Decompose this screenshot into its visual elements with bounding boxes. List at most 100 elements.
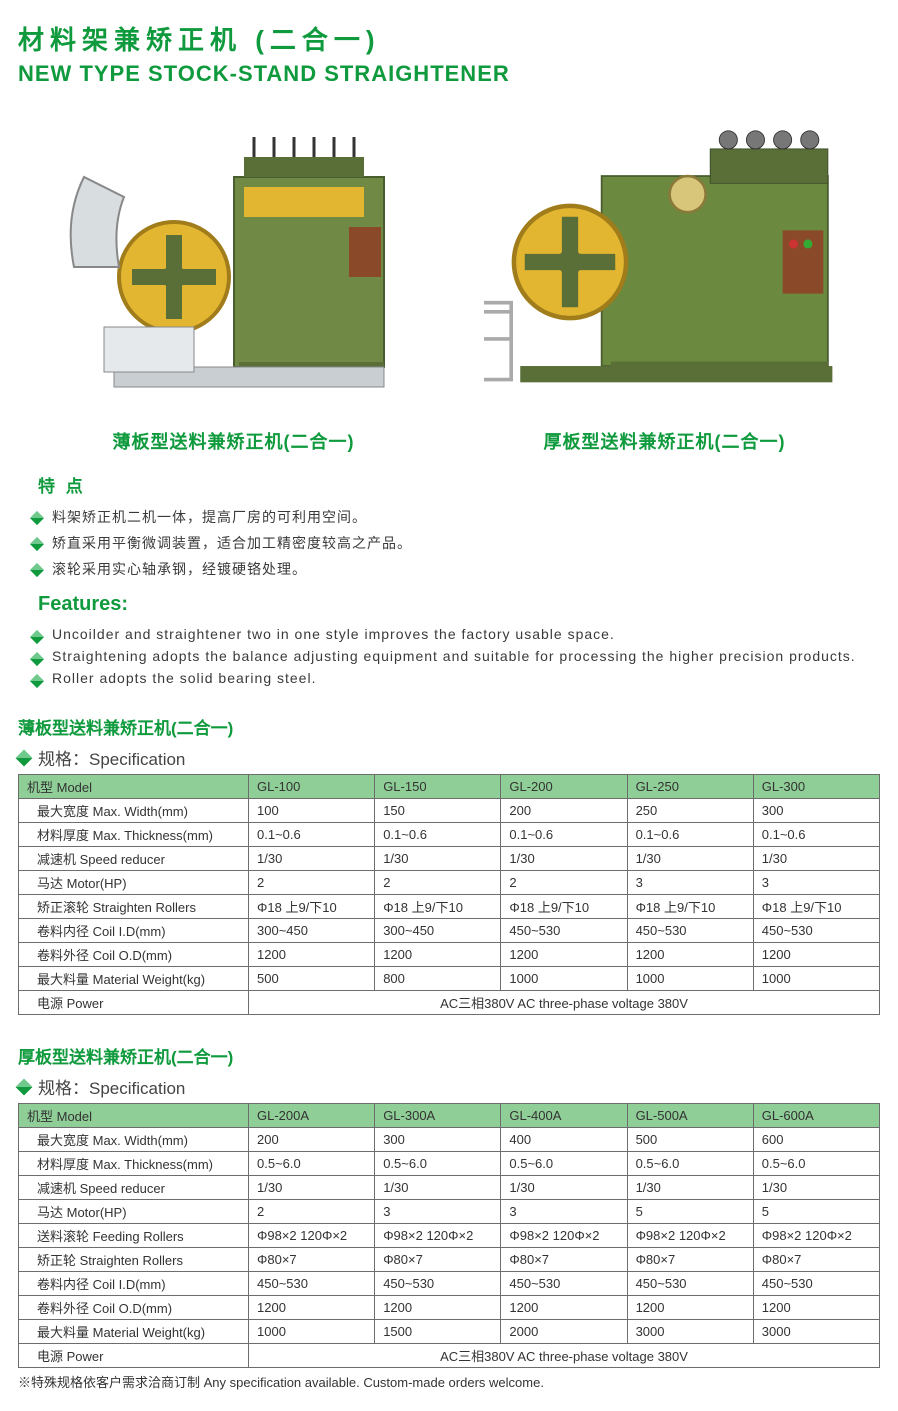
table-cell: 300~450 bbox=[249, 919, 375, 943]
table-row: 卷料外径 Coil O.D(mm)12001200120012001200 bbox=[19, 1296, 880, 1320]
features-en-header: Features: bbox=[38, 593, 880, 616]
table-cell: 0.1~0.6 bbox=[501, 823, 627, 847]
table-cell: 1200 bbox=[627, 1296, 753, 1320]
table-cell: 500 bbox=[627, 1128, 753, 1152]
features-en-list: Uncoilder and straightener two in one st… bbox=[32, 626, 880, 686]
bullet-diamond-icon bbox=[30, 563, 44, 577]
table-row: 减速机 Speed reducer1/301/301/301/301/30 bbox=[19, 847, 880, 871]
title-en: NEW TYPE STOCK-STAND STRAIGHTENER bbox=[18, 61, 880, 87]
table-cell: 2 bbox=[249, 1200, 375, 1224]
table-cell: Φ98×2 120Φ×2 bbox=[249, 1224, 375, 1248]
table-header-cell: GL-200 bbox=[501, 775, 627, 799]
row-label: 最大料量 Material Weight(kg) bbox=[19, 967, 249, 991]
table-row: 矫正轮 Straighten RollersΦ80×7Φ80×7Φ80×7Φ80… bbox=[19, 1248, 880, 1272]
table-header-row: 机型 ModelGL-200AGL-300AGL-400AGL-500AGL-6… bbox=[19, 1104, 880, 1128]
table-cell: 1000 bbox=[249, 1320, 375, 1344]
left-caption: 薄板型送料兼矫正机(二合一) bbox=[44, 428, 424, 454]
table1-subtitle-row: 规格：Specification bbox=[18, 745, 880, 770]
row-label: 送料滚轮 Feeding Rollers bbox=[19, 1224, 249, 1248]
table-cell: 5 bbox=[627, 1200, 753, 1224]
feature-text: Roller adopts the solid bearing steel. bbox=[52, 670, 316, 686]
table-cell: 1/30 bbox=[375, 847, 501, 871]
row-label: 最大宽度 Max. Width(mm) bbox=[19, 1128, 249, 1152]
table-cell: 1/30 bbox=[501, 847, 627, 871]
thin-plate-machine-image bbox=[44, 107, 424, 417]
table-cell: 1/30 bbox=[627, 1176, 753, 1200]
left-product-block: 薄板型送料兼矫正机(二合一) bbox=[44, 107, 424, 454]
spec-diamond-icon bbox=[16, 749, 33, 766]
table-cell: Φ18 上9/下10 bbox=[753, 895, 879, 919]
table-cell: Φ98×2 120Φ×2 bbox=[501, 1224, 627, 1248]
table-cell: 2000 bbox=[501, 1320, 627, 1344]
table-cell: 1/30 bbox=[249, 847, 375, 871]
row-label: 卷料外径 Coil O.D(mm) bbox=[19, 1296, 249, 1320]
feature-en-item: Roller adopts the solid bearing steel. bbox=[32, 670, 880, 686]
power-row: 电源 PowerAC三相380V AC three-phase voltage … bbox=[19, 991, 880, 1015]
table2-subtitle: 规格：Specification bbox=[38, 1074, 185, 1099]
table1-subtitle: 规格：Specification bbox=[38, 745, 185, 770]
table1-title: 薄板型送料兼矫正机(二合一) bbox=[18, 714, 880, 739]
table-cell: 450~530 bbox=[501, 1272, 627, 1296]
table-row: 马达 Motor(HP)23355 bbox=[19, 1200, 880, 1224]
right-product-block: 厚板型送料兼矫正机(二合一) bbox=[475, 107, 855, 454]
table-cell: 3 bbox=[627, 871, 753, 895]
table-header-cell: GL-300 bbox=[753, 775, 879, 799]
table-cell: 450~530 bbox=[753, 1272, 879, 1296]
row-label: 马达 Motor(HP) bbox=[19, 871, 249, 895]
table-cell: 3 bbox=[501, 1200, 627, 1224]
table-header-cell: GL-600A bbox=[753, 1104, 879, 1128]
table-cell: 3 bbox=[753, 871, 879, 895]
table2-subtitle-row: 规格：Specification bbox=[18, 1074, 880, 1099]
table-cell: 0.5~6.0 bbox=[753, 1152, 879, 1176]
table-cell: 3 bbox=[375, 1200, 501, 1224]
table-header-cell: GL-200A bbox=[249, 1104, 375, 1128]
table-cell: 300~450 bbox=[375, 919, 501, 943]
feature-en-item: Straightening adopts the balance adjusti… bbox=[32, 648, 880, 664]
table-cell: Φ18 上9/下10 bbox=[501, 895, 627, 919]
feature-text: Straightening adopts the balance adjusti… bbox=[52, 648, 856, 664]
bullet-diamond-icon bbox=[30, 652, 44, 666]
table-cell: 200 bbox=[501, 799, 627, 823]
table-cell: 450~530 bbox=[249, 1272, 375, 1296]
power-value: AC三相380V AC three-phase voltage 380V bbox=[249, 1344, 880, 1368]
row-label: 卷料外径 Coil O.D(mm) bbox=[19, 943, 249, 967]
row-label: 矫正轮 Straighten Rollers bbox=[19, 1248, 249, 1272]
row-label: 卷料内径 Coil I.D(mm) bbox=[19, 1272, 249, 1296]
table-cell: 0.1~0.6 bbox=[627, 823, 753, 847]
table-cell: 300 bbox=[753, 799, 879, 823]
table-cell: 0.5~6.0 bbox=[627, 1152, 753, 1176]
table-header-cell: GL-300A bbox=[375, 1104, 501, 1128]
table-cell: 1000 bbox=[627, 967, 753, 991]
product-images-row: 薄板型送料兼矫正机(二合一) 厚板型送料兼矫正机(二合一) bbox=[18, 107, 880, 454]
row-label: 减速机 Speed reducer bbox=[19, 847, 249, 871]
bullet-diamond-icon bbox=[30, 630, 44, 644]
table-cell: 1200 bbox=[249, 1296, 375, 1320]
power-row: 电源 PowerAC三相380V AC three-phase voltage … bbox=[19, 1344, 880, 1368]
table-cell: 400 bbox=[501, 1128, 627, 1152]
table-cell: 1200 bbox=[375, 1296, 501, 1320]
row-label: 减速机 Speed reducer bbox=[19, 1176, 249, 1200]
table-cell: 800 bbox=[375, 967, 501, 991]
table-cell: 1500 bbox=[375, 1320, 501, 1344]
row-label: 电源 Power bbox=[19, 991, 249, 1015]
spec-diamond-icon bbox=[16, 1078, 33, 1095]
table-header-cell: 机型 Model bbox=[19, 775, 249, 799]
table-cell: Φ80×7 bbox=[249, 1248, 375, 1272]
table-header-cell: GL-500A bbox=[627, 1104, 753, 1128]
feature-en-item: Uncoilder and straightener two in one st… bbox=[32, 626, 880, 642]
table-header-cell: GL-150 bbox=[375, 775, 501, 799]
table-cell: 150 bbox=[375, 799, 501, 823]
table-cell: 450~530 bbox=[501, 919, 627, 943]
table-header-cell: 机型 Model bbox=[19, 1104, 249, 1128]
table-cell: 0.1~0.6 bbox=[249, 823, 375, 847]
table-cell: 1200 bbox=[627, 943, 753, 967]
table-header-cell: GL-250 bbox=[627, 775, 753, 799]
table-cell: 500 bbox=[249, 967, 375, 991]
row-label: 电源 Power bbox=[19, 1344, 249, 1368]
table-cell: 1000 bbox=[501, 967, 627, 991]
table-cell: 2 bbox=[501, 871, 627, 895]
table-row: 最大宽度 Max. Width(mm)100150200250300 bbox=[19, 799, 880, 823]
table-cell: Φ80×7 bbox=[753, 1248, 879, 1272]
table-cell: 1200 bbox=[753, 943, 879, 967]
table-row: 卷料内径 Coil I.D(mm)300~450300~450450~53045… bbox=[19, 919, 880, 943]
